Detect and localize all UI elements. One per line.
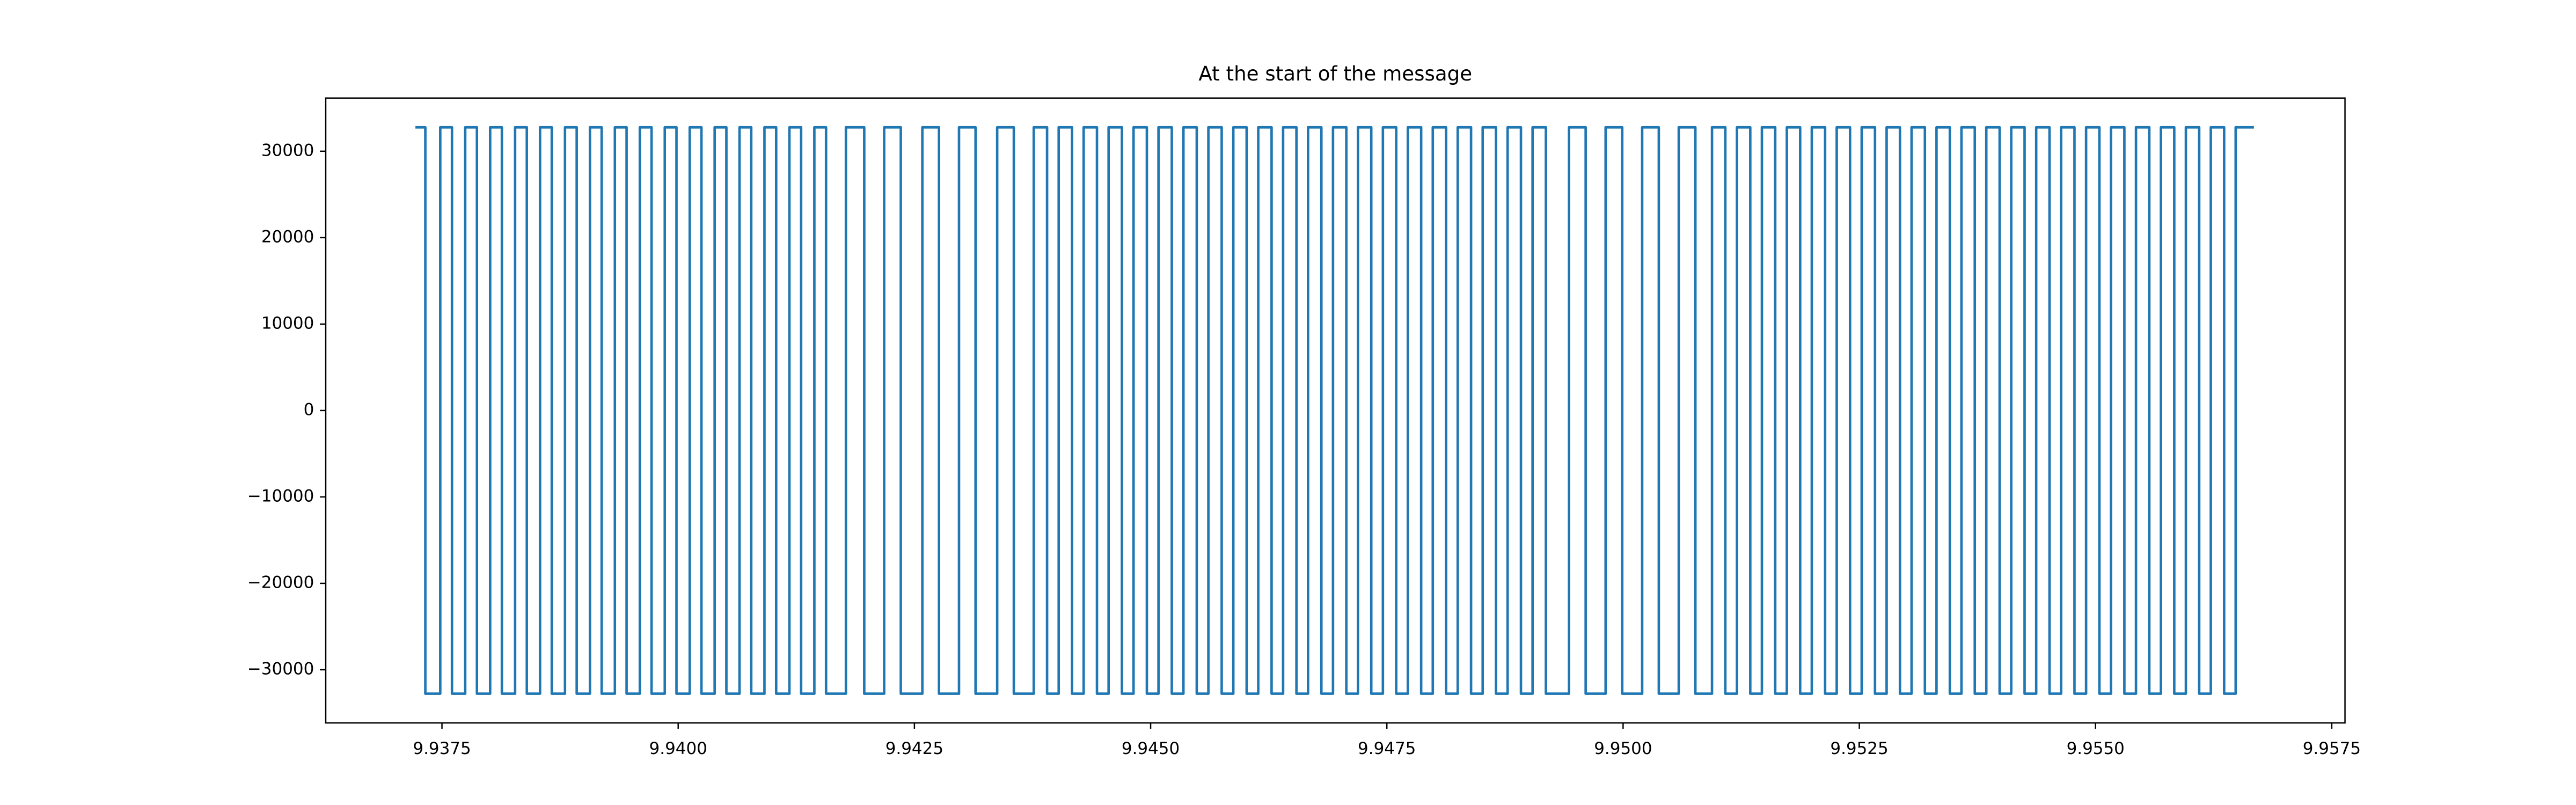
x-tick-label: 9.9400 xyxy=(649,739,707,758)
x-tick-label: 9.9450 xyxy=(1122,739,1180,758)
y-tick-label: −10000 xyxy=(247,486,314,506)
y-tick-label: −20000 xyxy=(247,573,314,592)
y-tick-label: 0 xyxy=(304,400,314,419)
x-tick-label: 9.9375 xyxy=(413,739,471,758)
y-tick-label: 30000 xyxy=(261,141,314,160)
chart-title: At the start of the message xyxy=(1198,62,1472,85)
x-tick-label: 9.9550 xyxy=(2067,739,2125,758)
y-tick-label: −30000 xyxy=(247,659,314,678)
x-tick-label: 9.9525 xyxy=(1830,739,1888,758)
plot-frame xyxy=(325,97,2346,724)
data-line xyxy=(415,126,2254,695)
y-tick-label: 20000 xyxy=(261,227,314,246)
x-tick-label: 9.9500 xyxy=(1594,739,1652,758)
y-tick-label: 10000 xyxy=(261,313,314,333)
x-tick-label: 9.9475 xyxy=(1358,739,1416,758)
x-tick-label: 9.9425 xyxy=(885,739,943,758)
x-tick-label: 9.9575 xyxy=(2303,739,2361,758)
